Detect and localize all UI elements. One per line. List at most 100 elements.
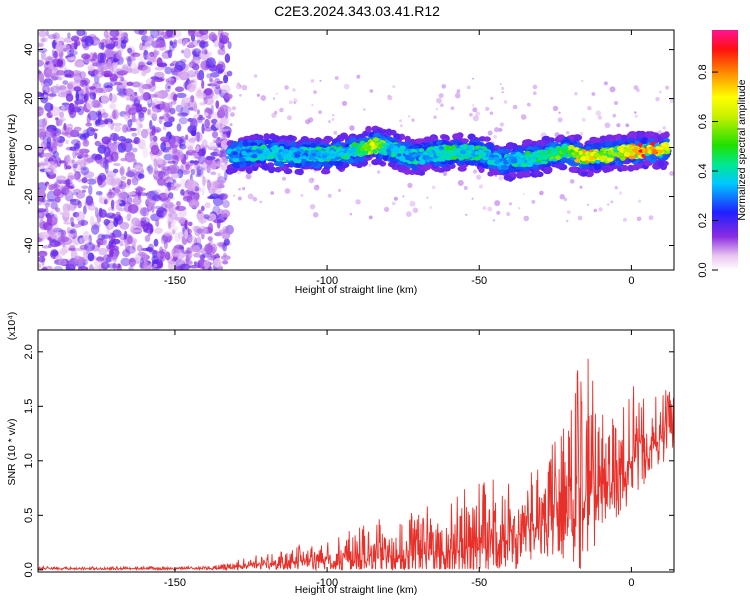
speckle xyxy=(618,191,623,195)
noise-blob xyxy=(112,262,117,270)
noise-blob xyxy=(94,140,102,147)
noise-blob xyxy=(187,221,193,227)
noise-blob xyxy=(120,31,129,38)
speckle xyxy=(307,117,314,123)
noise-blob xyxy=(51,58,63,68)
speckle xyxy=(522,193,525,195)
noise-blob xyxy=(124,151,136,163)
speckle xyxy=(614,186,618,190)
noise-blob xyxy=(225,130,231,138)
noise-blob xyxy=(186,83,196,93)
noise-blob xyxy=(73,40,78,50)
noise-blob xyxy=(170,100,177,105)
noise-blob xyxy=(174,266,183,270)
noise-blob xyxy=(141,83,152,90)
speckle xyxy=(272,97,276,100)
speckle xyxy=(574,92,578,96)
noise-blob xyxy=(194,131,203,142)
noise-blob xyxy=(63,221,72,225)
noise-blob xyxy=(77,133,86,139)
speckle xyxy=(440,103,444,107)
signal-blob xyxy=(568,166,578,173)
noise-blob xyxy=(41,267,48,270)
noise-blob xyxy=(78,154,88,158)
speckle xyxy=(292,88,296,92)
noise-blob xyxy=(167,225,178,232)
speckle xyxy=(284,188,291,194)
speckle xyxy=(487,206,493,212)
noise-blob xyxy=(142,147,149,159)
noise-blob xyxy=(212,205,221,217)
noise-blob xyxy=(150,113,156,119)
noise-blob xyxy=(98,66,105,73)
noise-blob xyxy=(153,158,158,168)
noise-blob xyxy=(91,224,100,235)
noise-blob xyxy=(89,128,99,132)
noise-blob xyxy=(76,30,86,37)
noise-blob xyxy=(146,61,153,66)
speckle xyxy=(466,85,471,90)
noise-blob xyxy=(207,236,213,241)
speckle xyxy=(355,199,361,205)
noise-blob xyxy=(38,263,42,269)
speckle xyxy=(341,100,348,106)
noise-blob xyxy=(82,84,87,94)
noise-blob xyxy=(181,49,185,54)
speckle xyxy=(238,187,241,191)
noise-blob xyxy=(169,40,173,46)
noise-blob xyxy=(46,229,58,235)
noise-blob xyxy=(42,122,46,132)
noise-blob xyxy=(52,213,58,223)
noise-blob xyxy=(73,143,81,150)
noise-blob xyxy=(175,248,183,254)
noise-blob xyxy=(62,203,71,214)
noise-blob xyxy=(120,176,127,181)
signal-blob xyxy=(628,131,637,138)
speckle xyxy=(475,111,481,116)
signal-blob xyxy=(588,156,596,161)
speckle xyxy=(506,212,511,216)
speckle xyxy=(406,211,412,218)
noise-blob xyxy=(126,126,133,132)
noise-blob xyxy=(94,132,98,140)
noise-blob xyxy=(163,153,174,161)
noise-blob xyxy=(67,175,76,180)
noise-blob xyxy=(42,266,48,270)
noise-blob xyxy=(68,229,76,234)
noise-blob xyxy=(157,157,163,165)
noise-blob xyxy=(69,233,74,239)
noise-blob xyxy=(106,244,114,250)
noise-blob xyxy=(203,214,210,220)
noise-blob xyxy=(160,31,171,36)
speckle xyxy=(319,79,322,82)
noise-blob xyxy=(53,266,64,270)
speckle xyxy=(489,111,494,115)
signal-blob xyxy=(433,162,441,167)
noise-blob xyxy=(61,105,65,110)
noise-blob xyxy=(75,150,79,157)
noise-blob xyxy=(139,42,143,51)
speckle xyxy=(399,119,403,123)
noise-blob xyxy=(177,111,188,118)
signal-blob xyxy=(396,153,402,157)
speckle xyxy=(539,190,544,196)
noise-blob xyxy=(63,210,71,218)
noise-blob xyxy=(220,84,231,95)
noise-blob xyxy=(147,108,151,116)
noise-blob xyxy=(104,199,108,205)
noise-blob xyxy=(47,110,52,117)
noise-blob xyxy=(222,117,231,121)
signal-blob xyxy=(351,142,358,147)
noise-blob xyxy=(185,164,191,170)
noise-blob xyxy=(89,264,94,270)
noise-blob xyxy=(74,61,85,68)
noise-blob xyxy=(67,82,73,90)
noise-blob xyxy=(190,168,196,176)
noise-blob xyxy=(135,185,143,196)
speckle xyxy=(435,108,438,110)
noise-blob xyxy=(151,194,162,202)
noise-blob xyxy=(112,255,117,263)
noise-blob xyxy=(210,72,220,78)
noise-blob xyxy=(105,212,116,218)
noise-blob xyxy=(44,202,51,208)
